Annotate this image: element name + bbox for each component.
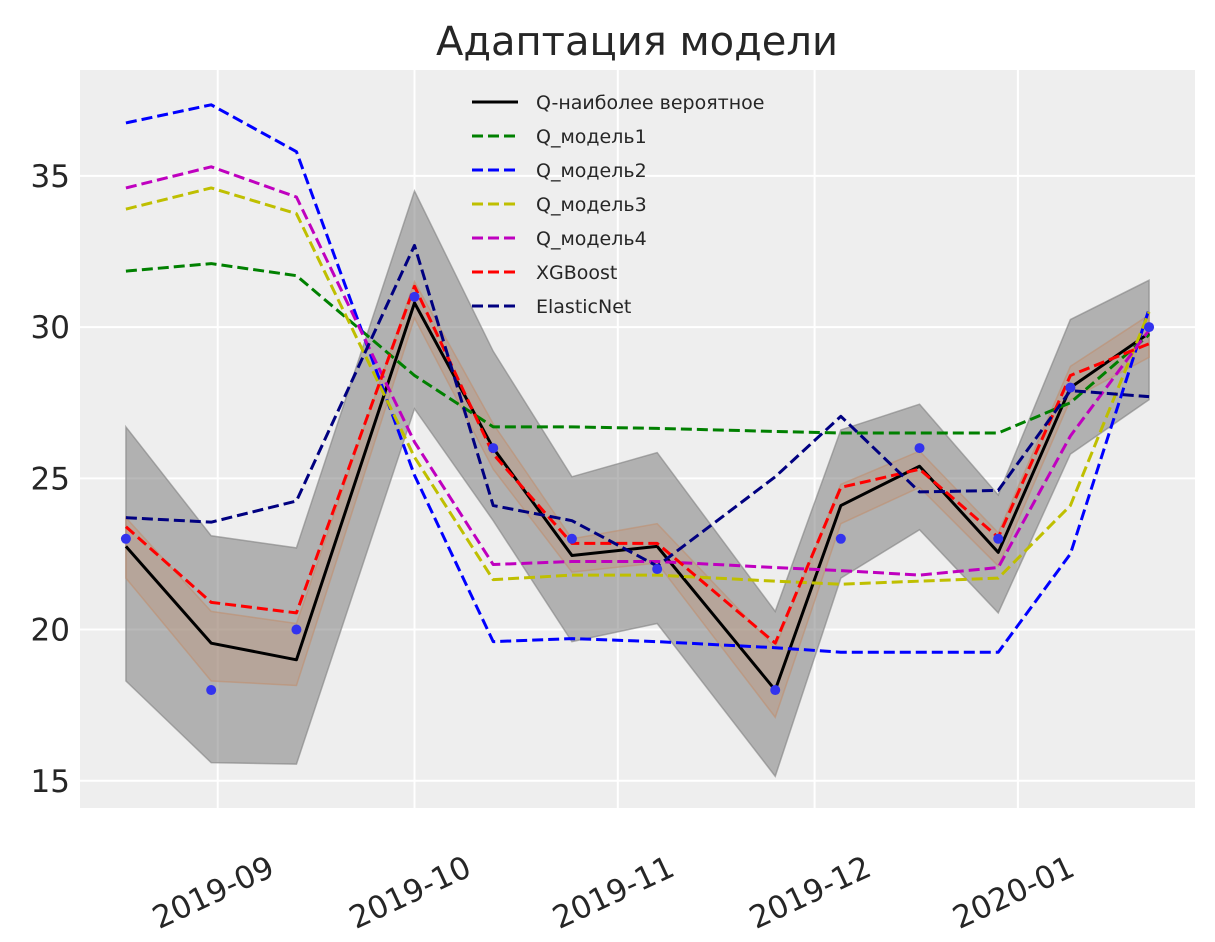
legend-label-3: Q_модель3 bbox=[536, 194, 647, 216]
observed-point bbox=[120, 533, 131, 544]
observed-point bbox=[409, 291, 420, 302]
observed-point bbox=[835, 533, 846, 544]
series-line-4 bbox=[125, 165, 1151, 577]
legend-label-5: XGBoost bbox=[536, 262, 617, 284]
series-line-0 bbox=[124, 301, 1150, 692]
observed-point bbox=[1065, 382, 1076, 393]
series-line-3 bbox=[125, 186, 1151, 586]
y-tick-label: 30 bbox=[31, 310, 70, 346]
y-tick-label: 35 bbox=[31, 159, 70, 195]
legend-label-1: Q_модель1 bbox=[536, 126, 647, 148]
y-tick-label: 20 bbox=[31, 613, 70, 649]
observed-point bbox=[566, 533, 577, 544]
observed-point bbox=[488, 443, 499, 454]
legend-label-4: Q_модель4 bbox=[536, 228, 647, 250]
legend: Q-наиболее вероятное Q_модель1 Q_модель2 Q_… bbox=[472, 92, 764, 318]
observed-points bbox=[120, 291, 1155, 696]
series-line-2 bbox=[125, 103, 1151, 654]
series-line-1 bbox=[125, 262, 1151, 435]
observed-point bbox=[652, 564, 663, 575]
band-outer bbox=[125, 189, 1150, 778]
y-tick-label: 25 bbox=[31, 461, 70, 497]
chart-title: Адаптация модели bbox=[436, 19, 838, 65]
legend-label-6: ElasticNet bbox=[536, 296, 631, 318]
observed-point bbox=[993, 533, 1004, 544]
y-axis-tick-labels: 15 20 25 30 35 bbox=[31, 159, 70, 800]
observed-point bbox=[770, 685, 781, 696]
legend-label-0: Q-наиболее вероятное bbox=[536, 92, 764, 114]
legend-label-2: Q_модель2 bbox=[536, 160, 647, 182]
y-tick-label: 15 bbox=[31, 764, 70, 800]
observed-point bbox=[1144, 322, 1155, 333]
observed-point bbox=[206, 685, 217, 696]
observed-point bbox=[291, 624, 302, 635]
observed-point bbox=[914, 443, 925, 454]
